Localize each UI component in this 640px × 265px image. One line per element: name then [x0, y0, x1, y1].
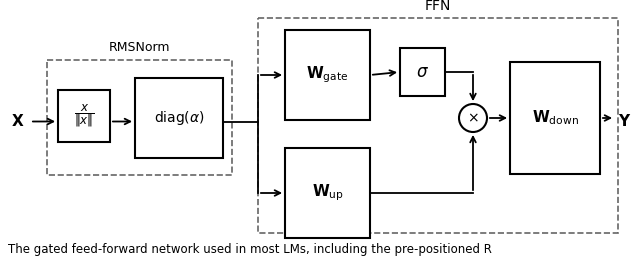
Text: $\mathbf{W}_{\mathrm{up}}$: $\mathbf{W}_{\mathrm{up}}$ [312, 183, 344, 203]
Text: $\times$: $\times$ [467, 111, 479, 125]
Text: $\dfrac{x}{\|x\|}$: $\dfrac{x}{\|x\|}$ [74, 103, 94, 129]
Text: The gated feed-forward network used in most LMs, including the pre-positioned R: The gated feed-forward network used in m… [8, 244, 492, 257]
Bar [135, 78, 223, 158]
Bar [400, 48, 445, 96]
Text: $\sigma$: $\sigma$ [416, 63, 429, 81]
Bar [285, 30, 370, 120]
Text: $\mathbf{W}_{\mathrm{gate}}$: $\mathbf{W}_{\mathrm{gate}}$ [307, 65, 349, 85]
Bar [258, 18, 618, 233]
Text: FFN: FFN [425, 0, 451, 13]
Text: $\mathbf{X}$: $\mathbf{X}$ [12, 113, 25, 130]
Text: $\mathbf{Y}$: $\mathbf{Y}$ [618, 113, 632, 130]
Text: RMSNorm: RMSNorm [109, 41, 170, 54]
Text: $\mathrm{diag}(\alpha)$: $\mathrm{diag}(\alpha)$ [154, 109, 204, 127]
Bar [47, 60, 232, 175]
Bar [58, 90, 110, 142]
Text: $\mathbf{W}_{\mathrm{down}}$: $\mathbf{W}_{\mathrm{down}}$ [532, 109, 579, 127]
Bar [510, 62, 600, 174]
Bar [285, 148, 370, 238]
